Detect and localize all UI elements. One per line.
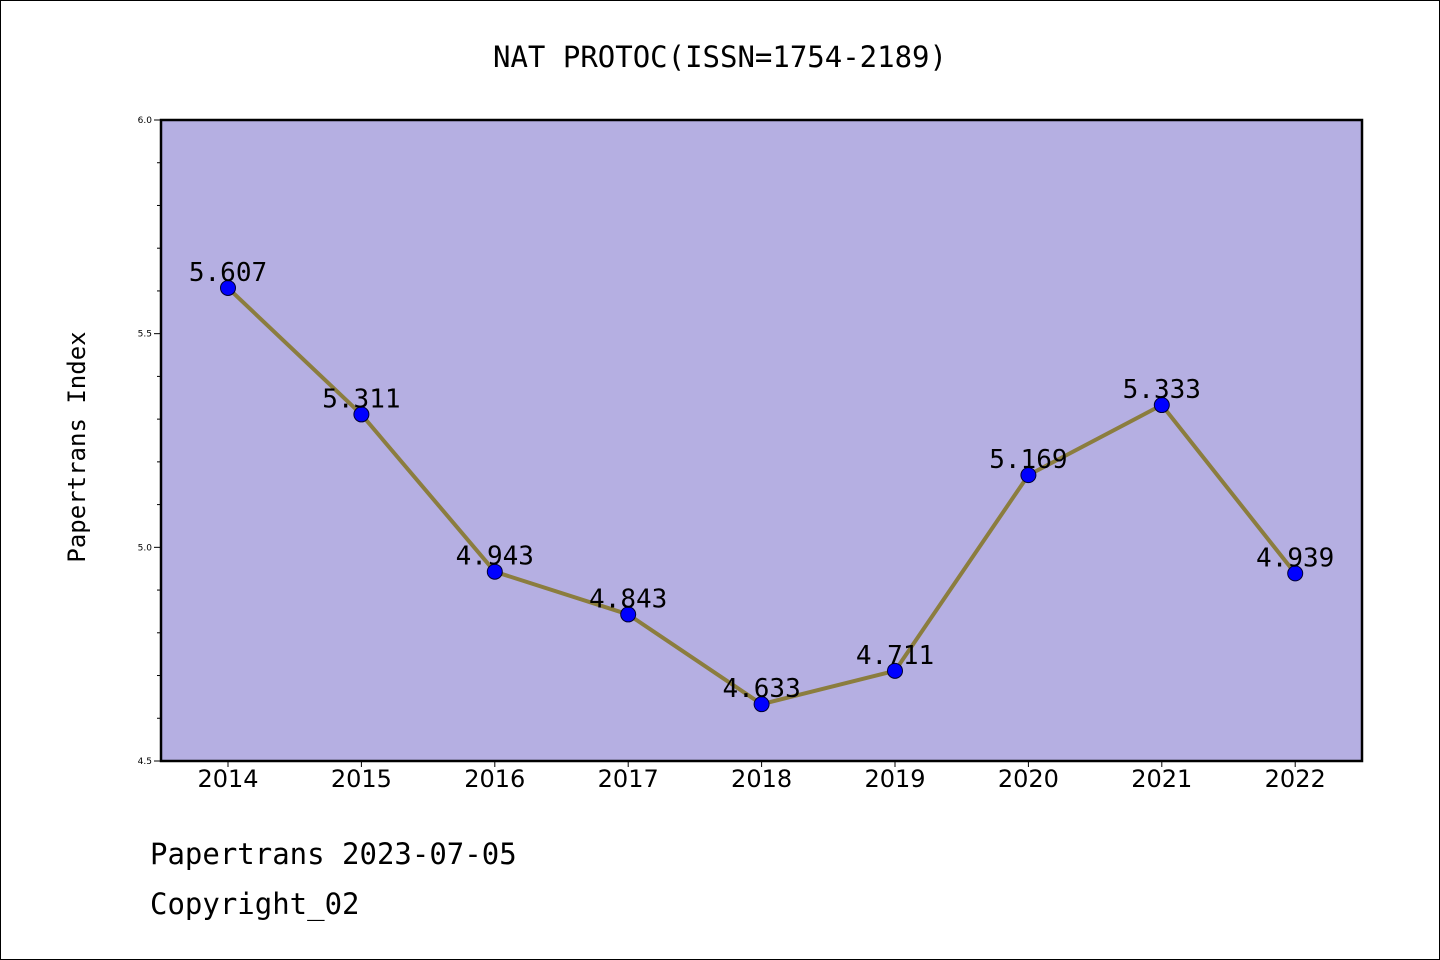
y-tick-label: 5.5 <box>138 330 152 340</box>
x-tick-label: 2022 <box>1265 765 1326 793</box>
data-label: 4.711 <box>856 641 934 671</box>
x-tick-label: 2016 <box>464 765 525 793</box>
data-point <box>753 696 770 713</box>
x-tick-label: 2017 <box>598 765 659 793</box>
data-label: 4.633 <box>722 674 800 704</box>
data-point <box>620 606 637 623</box>
footer-date: Papertrans 2023-07-05 <box>150 837 517 871</box>
data-point <box>486 563 503 580</box>
series-layer: 5.607 5.311 4.943 4.843 4.633 4.711 5.169 5.333… <box>189 258 1334 713</box>
data-label: 5.169 <box>989 445 1067 475</box>
x-tick-label: 2014 <box>197 765 258 793</box>
data-label: 5.333 <box>1123 375 1201 405</box>
data-point <box>1020 467 1037 484</box>
y-axis-label: Papertrans Index <box>63 331 91 562</box>
y-axis: 4.5 5.0 5.5 6.0 <box>138 116 161 767</box>
data-label: 5.607 <box>189 258 267 288</box>
y-tick-label: 5.0 <box>138 543 153 553</box>
data-label: 4.939 <box>1256 543 1334 573</box>
data-point <box>1287 565 1304 582</box>
chart-title: NAT PROTOC(ISSN=1754-2189) <box>493 40 947 74</box>
y-tick-label: 4.5 <box>138 757 152 767</box>
y-tick-label: 6.0 <box>138 116 153 126</box>
x-tick-label: 2018 <box>731 765 792 793</box>
data-label: 5.311 <box>322 384 400 414</box>
data-point <box>1153 397 1170 414</box>
x-tick-label: 2015 <box>331 765 392 793</box>
data-point <box>353 406 370 423</box>
x-tick-label: 2019 <box>864 765 925 793</box>
data-label: 4.843 <box>589 584 667 614</box>
footer-copyright: Copyright_02 <box>150 887 360 921</box>
x-tick-label: 2020 <box>998 765 1059 793</box>
plot-area <box>159 118 1364 763</box>
x-axis: 2014 2015 2016 2017 2018 2019 2020 2021 2022 <box>197 761 1326 793</box>
data-point <box>220 279 236 296</box>
data-label: 4.943 <box>456 542 534 572</box>
data-point <box>887 662 903 679</box>
x-tick-label: 2021 <box>1131 765 1192 793</box>
